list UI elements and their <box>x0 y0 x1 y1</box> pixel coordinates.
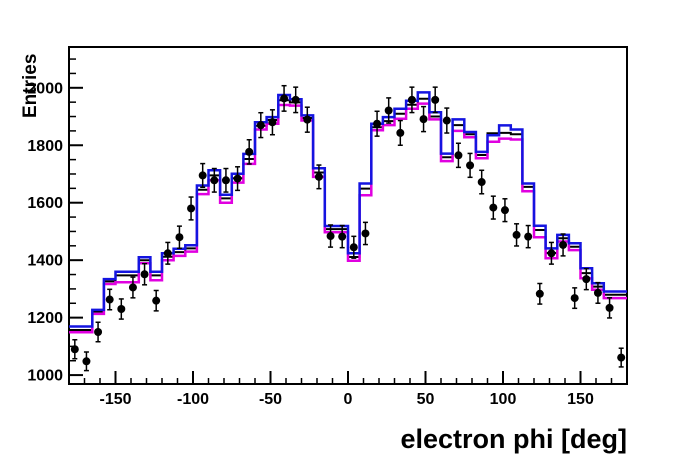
data-point-marker <box>384 106 393 115</box>
data-point-marker <box>396 128 405 137</box>
data-point-marker <box>326 232 335 241</box>
y-tick-label: 1000 <box>27 368 63 385</box>
data-point-marker <box>338 232 347 241</box>
data-point-marker <box>547 249 556 258</box>
x-tick-label: -150 <box>99 391 131 408</box>
data-point-marker <box>233 174 242 183</box>
blue-histogram <box>69 91 627 328</box>
data-point-marker <box>582 275 591 284</box>
data-point-marker <box>128 283 137 292</box>
y-tick-label: 2000 <box>27 80 63 97</box>
data-point-marker <box>303 115 312 124</box>
data-point-marker <box>117 305 126 314</box>
data-point-marker <box>210 176 219 185</box>
data-point-marker <box>373 119 382 128</box>
data-point-marker <box>407 95 416 104</box>
data-point-marker <box>291 95 300 104</box>
x-tick-label: 0 <box>344 391 353 408</box>
x-axis-title: electron phi [deg] <box>400 424 627 454</box>
data-point-marker <box>256 121 265 130</box>
data-point-marker <box>70 345 79 354</box>
data-point-marker <box>442 116 451 125</box>
x-tick-label: 100 <box>490 391 517 408</box>
data-point-marker <box>466 161 475 170</box>
data-point-marker <box>221 176 230 185</box>
x-tick-label: 50 <box>417 391 435 408</box>
data-point-marker <box>349 243 358 252</box>
data-point-marker <box>175 233 184 242</box>
data-point-marker <box>268 118 277 127</box>
y-tick-label: 1200 <box>27 310 63 327</box>
data-point-marker <box>454 151 463 160</box>
y-tick-label: 1400 <box>27 253 63 270</box>
data-point-marker <box>280 94 289 103</box>
data-point-marker <box>559 240 568 249</box>
data-point-marker <box>431 95 440 104</box>
data-point-marker <box>163 249 172 258</box>
data-point-marker <box>535 289 544 298</box>
data-point-marker <box>570 294 579 303</box>
magenta-histogram <box>69 102 627 334</box>
data-point-marker <box>477 178 486 187</box>
data-point-marker <box>512 230 521 239</box>
x-tick-label: 150 <box>567 391 594 408</box>
data-point-marker <box>82 357 91 366</box>
data-point-marker <box>314 172 323 181</box>
y-tick-label: 1600 <box>27 195 63 212</box>
data-point-marker <box>152 296 161 305</box>
data-point-marker <box>524 232 533 241</box>
y-axis-title: Entries <box>20 53 41 118</box>
data-point-marker <box>198 171 207 180</box>
data-point-marker <box>489 203 498 212</box>
data-point-marker <box>617 353 626 362</box>
x-tick-label: -50 <box>259 391 282 408</box>
data-point-marker <box>245 147 254 156</box>
data-point-marker <box>593 288 602 297</box>
data-point-marker <box>500 206 509 215</box>
data-point-marker <box>140 270 149 279</box>
x-tick-label: -100 <box>177 391 209 408</box>
data-point-marker <box>419 115 428 124</box>
data-point-marker <box>605 303 614 312</box>
plot-frame <box>68 46 628 385</box>
data-point-marker <box>94 327 103 336</box>
data-point-marker <box>187 204 196 213</box>
data-point-marker <box>361 229 370 238</box>
data-point-marker <box>105 295 114 304</box>
y-tick-label: 1800 <box>27 138 63 155</box>
